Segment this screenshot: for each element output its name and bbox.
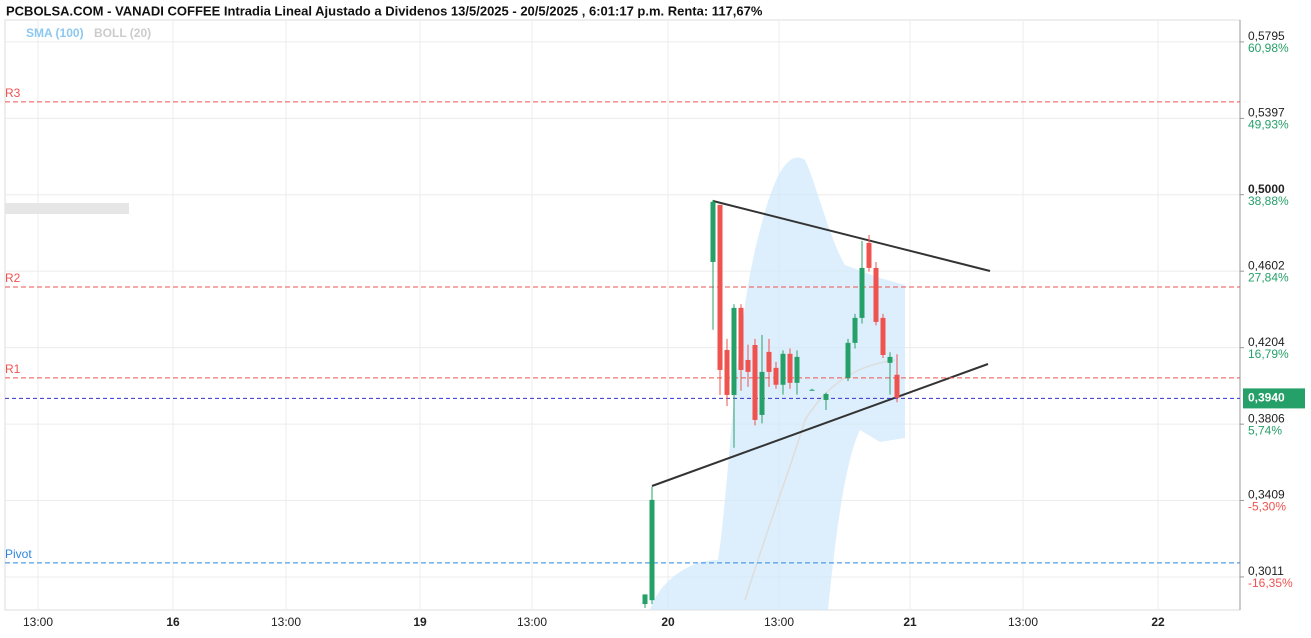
x-tick-label: 19 xyxy=(413,615,427,629)
y-tick-label: 0,3409 xyxy=(1248,488,1285,502)
y-tick-label: 0,4602 xyxy=(1248,258,1285,272)
y-tick-change: 60,98% xyxy=(1248,41,1289,55)
y-tick-change: 27,84% xyxy=(1248,270,1289,284)
y-tick-label: 0,5397 xyxy=(1248,106,1285,120)
level-label: R2 xyxy=(5,271,21,285)
level-label: Pivot xyxy=(5,547,32,561)
candle-body xyxy=(894,374,900,398)
candle-body xyxy=(759,371,765,415)
last-price-label: 0,3940 xyxy=(1248,391,1285,405)
candle-body xyxy=(859,267,865,318)
legend-sma: SMA (100) xyxy=(26,26,84,40)
candle-body xyxy=(642,594,648,605)
level-label: R3 xyxy=(5,86,21,100)
x-tick-label: 21 xyxy=(903,615,917,629)
candle-body xyxy=(731,307,737,395)
candle-body xyxy=(809,389,815,391)
placeholder-bar xyxy=(5,203,129,214)
x-tick-label: 13:00 xyxy=(23,615,53,629)
candle-body xyxy=(873,267,879,322)
candle-body xyxy=(794,356,800,383)
trend-line xyxy=(651,363,989,487)
candle-body xyxy=(880,317,886,355)
y-tick-label: 0,5000 xyxy=(1248,182,1285,196)
candle-body xyxy=(823,393,829,400)
x-tick-label: 13:00 xyxy=(517,615,547,629)
x-tick-label: 16 xyxy=(166,615,180,629)
y-tick-change: 16,79% xyxy=(1248,347,1289,361)
chart-title: PCBOLSA.COM - VANADI COFFEE Intradia Lin… xyxy=(6,3,763,18)
candle-body xyxy=(738,307,744,370)
y-tick-label: 0,3011 xyxy=(1248,564,1284,578)
y-tick-change: 38,88% xyxy=(1248,194,1289,208)
candle-body xyxy=(887,356,893,363)
x-tick-label: 20 xyxy=(661,615,675,629)
y-tick-label: 0,3806 xyxy=(1248,411,1285,425)
trend-line xyxy=(712,200,991,272)
level-label: R1 xyxy=(5,362,21,376)
candle-body xyxy=(710,201,716,262)
candle-body xyxy=(787,353,793,383)
x-tick-label: 22 xyxy=(1151,615,1165,629)
candle-body xyxy=(852,317,858,343)
y-tick-label: 0,4204 xyxy=(1248,335,1285,349)
candle-body xyxy=(724,349,730,395)
candle-body xyxy=(649,499,655,601)
candle-body xyxy=(766,351,772,372)
candle-body xyxy=(752,344,758,420)
last-price-box xyxy=(1243,388,1305,409)
y-tick-change: -16,35% xyxy=(1248,576,1293,590)
candle-body xyxy=(866,242,872,268)
x-tick-label: 13:00 xyxy=(1008,615,1038,629)
sma-line xyxy=(744,359,896,601)
y-tick-change: -5,30% xyxy=(1248,500,1286,514)
plot-area xyxy=(4,19,1241,611)
y-tick-change: 5,74% xyxy=(1248,423,1282,437)
x-tick-label: 13:00 xyxy=(764,615,794,629)
x-tick-label: 13:00 xyxy=(271,615,301,629)
legend-boll: BOLL (20) xyxy=(94,26,151,40)
y-tick-label: 0,5795 xyxy=(1248,29,1285,43)
candle-body xyxy=(773,367,779,385)
candle-body xyxy=(780,353,786,385)
candle-body xyxy=(845,342,851,378)
candle-body xyxy=(717,204,723,370)
candle-body xyxy=(745,359,751,372)
y-tick-change: 49,93% xyxy=(1248,118,1289,132)
